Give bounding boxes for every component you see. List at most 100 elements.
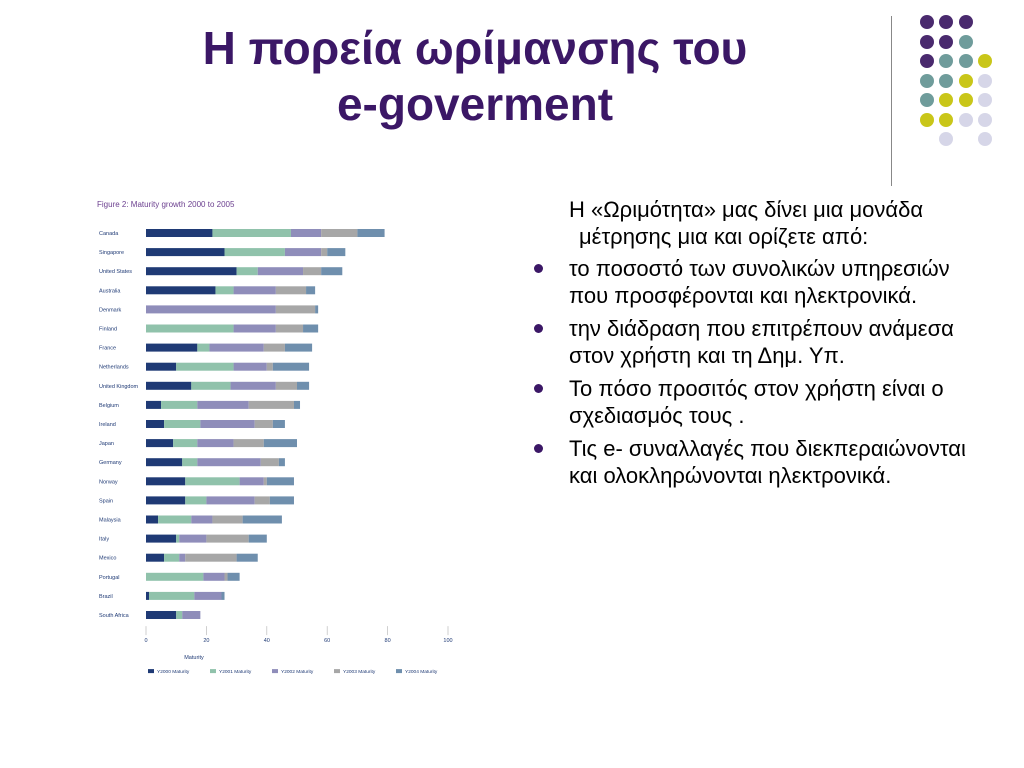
category-label: Brazil <box>99 594 113 600</box>
bar-segment <box>146 324 234 333</box>
bar-segment <box>158 515 192 524</box>
category-label: Finland <box>99 327 117 333</box>
bar-segment <box>164 553 180 562</box>
decorative-dot <box>939 112 953 127</box>
decorative-dot <box>978 73 992 88</box>
bar-segment <box>306 286 316 295</box>
bar-segment <box>297 381 310 390</box>
category-label: Italy <box>99 537 109 543</box>
category-label: Denmark <box>99 307 122 313</box>
bullet-item: το ποσοστό των συνολικών υπηρεσιών που π… <box>528 255 978 309</box>
legend-label: Y2004 Maturity <box>405 669 438 675</box>
decorative-dot <box>978 54 992 68</box>
bar-segment <box>194 591 222 600</box>
decorative-dot <box>919 34 934 49</box>
bar-segment <box>321 267 343 276</box>
bar-segment <box>212 229 291 237</box>
legend-label: Y2001 Maturity <box>219 669 252 675</box>
bar-segment <box>266 362 273 371</box>
category-label: Germany <box>99 460 122 466</box>
bar-segment <box>185 496 207 505</box>
bar-segment <box>315 305 319 314</box>
bar-segment <box>257 267 304 276</box>
bar-segment <box>161 400 198 409</box>
legend-swatch <box>148 669 154 674</box>
bar-segment <box>212 515 243 524</box>
bar-segment <box>173 439 198 448</box>
bullet-dot-icon <box>534 384 543 393</box>
category-label: South Africa <box>99 613 130 619</box>
bar-segment <box>284 248 322 257</box>
decorative-dot <box>958 73 973 88</box>
decorative-dot <box>939 34 953 49</box>
bullet-text: Το πόσο προσιτός στον χρήστη είναι ο σχε… <box>569 376 944 428</box>
decorative-dot <box>978 112 992 127</box>
category-label: Spain <box>99 498 113 504</box>
bar-segment <box>146 381 192 390</box>
bar-segment <box>209 343 264 352</box>
category-label: United States <box>99 269 132 275</box>
category-label: Malaysia <box>99 518 122 524</box>
category-label: France <box>99 346 116 352</box>
decorative-dot <box>919 54 934 68</box>
x-axis-label: Maturity <box>184 655 204 661</box>
bar-segment <box>248 400 294 409</box>
legend-swatch <box>210 669 216 674</box>
slide-title-line-1: Η πορεία ωρίμανσης του <box>202 22 748 74</box>
bullet-dot-icon <box>534 264 543 273</box>
legend-label: Y2000 Maturity <box>157 669 190 675</box>
bar-segment <box>233 324 276 333</box>
bar-segment <box>146 420 165 428</box>
bar-segment <box>185 553 237 562</box>
bullet-list: το ποσοστό των συνολικών υπηρεσιών που π… <box>528 255 978 489</box>
bar-segment <box>230 381 276 390</box>
bar-segment <box>321 229 358 237</box>
chart-title: Figure 2: Maturity growth 2000 to 2005 <box>97 200 235 209</box>
bar-segment <box>176 534 180 543</box>
bullet-dot-icon <box>534 444 543 453</box>
bar-segment <box>236 267 258 276</box>
decorative-dot <box>958 93 973 107</box>
bar-segment <box>275 324 304 333</box>
bar-segment <box>197 400 249 409</box>
bar-segment <box>233 362 267 371</box>
decorative-dot <box>958 34 973 49</box>
bar-segment <box>200 420 255 428</box>
body-text: Η «Ωριμότητα» μας δίνει μια μονάδα μέτρη… <box>528 196 978 495</box>
bar-segment <box>146 553 165 562</box>
bar-segment <box>275 381 297 390</box>
decorative-divider <box>891 16 892 186</box>
bar-segment <box>233 439 264 448</box>
decorative-dot <box>958 54 973 68</box>
maturity-growth-chart: Figure 2: Maturity growth 2000 to 2005 Ca… <box>97 200 453 675</box>
bar-segment <box>197 458 261 467</box>
bar-segment <box>179 553 186 562</box>
category-label: Australia <box>99 288 121 294</box>
bar-segment <box>146 458 183 467</box>
bar-segment <box>224 572 228 581</box>
bar-segment <box>182 458 198 467</box>
bar-segment <box>185 477 240 486</box>
bar-segment <box>278 458 285 467</box>
legend-label: Y2003 Maturity <box>343 669 376 675</box>
bar-segment <box>275 305 316 314</box>
bullet-item: Τις e- συναλλαγές που διεκπεραιώνονται κ… <box>528 435 978 489</box>
category-label: United Kingdom <box>99 384 139 390</box>
bar-segment <box>266 477 294 486</box>
bar-segment <box>206 534 249 543</box>
bar-segment <box>146 305 276 314</box>
decorative-dot <box>958 112 973 127</box>
bar-segment <box>203 572 225 581</box>
x-tick-label: 20 <box>203 638 209 644</box>
bar-segment <box>146 362 177 371</box>
x-tick-label: 40 <box>264 638 270 644</box>
decorative-dot <box>919 93 934 107</box>
decorative-dot <box>919 73 934 88</box>
bar-segment <box>146 534 177 543</box>
bar-segment <box>146 591 150 600</box>
bar-segment <box>284 343 313 352</box>
bar-segment <box>146 400 162 409</box>
category-label: Belgium <box>99 403 119 409</box>
bar-segment <box>248 534 267 543</box>
bullet-item: την διάδραση που επιτρέπουν ανάμεσα στον… <box>528 315 978 369</box>
